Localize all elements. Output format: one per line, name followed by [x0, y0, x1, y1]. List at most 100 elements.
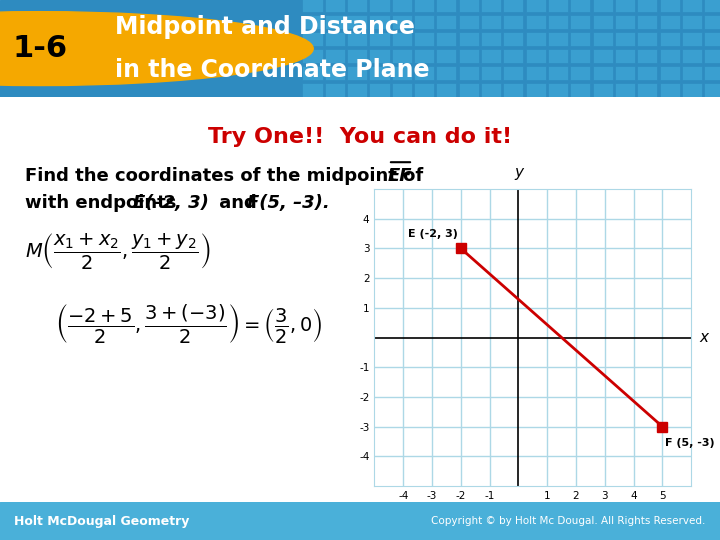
Bar	[593, 49, 613, 63]
Bar	[414, 15, 434, 29]
Bar	[704, 49, 720, 63]
Bar	[526, 83, 546, 97]
Bar	[436, 15, 456, 29]
Bar	[369, 15, 390, 29]
Bar	[637, 83, 657, 97]
Bar	[302, 66, 323, 80]
Bar	[548, 0, 568, 12]
Text: with endpoints: with endpoints	[25, 194, 183, 212]
Bar	[414, 66, 434, 80]
Bar	[436, 49, 456, 63]
Bar	[347, 0, 367, 12]
Bar	[347, 31, 367, 46]
Bar	[481, 0, 501, 12]
Text: $\left(\dfrac{-2+5}{2},\dfrac{3+(-3)}{2}\right)=\left(\dfrac{3}{2},0\right)$: $\left(\dfrac{-2+5}{2},\dfrac{3+(-3)}{2}…	[55, 302, 323, 345]
Bar	[593, 0, 613, 12]
Bar	[570, 66, 590, 80]
Text: x: x	[700, 330, 708, 345]
Bar	[503, 66, 523, 80]
Bar	[459, 49, 479, 63]
Bar	[503, 31, 523, 46]
Circle shape	[0, 12, 313, 85]
Text: Midpoint and Distance: Midpoint and Distance	[115, 15, 415, 39]
Bar	[325, 31, 345, 46]
Bar	[682, 31, 702, 46]
Text: Try One!!  You can do it!: Try One!! You can do it!	[208, 127, 512, 147]
Bar	[436, 83, 456, 97]
Bar	[347, 83, 367, 97]
Bar	[526, 49, 546, 63]
Bar	[302, 83, 323, 97]
Bar	[459, 31, 479, 46]
Text: Find the coordinates of the midpoint of: Find the coordinates of the midpoint of	[25, 167, 430, 185]
Bar	[459, 15, 479, 29]
Bar	[414, 83, 434, 97]
Bar	[637, 31, 657, 46]
Bar	[704, 31, 720, 46]
Bar	[347, 66, 367, 80]
Bar	[392, 83, 412, 97]
Bar	[392, 49, 412, 63]
Bar	[682, 15, 702, 29]
Bar	[615, 83, 635, 97]
Bar	[548, 49, 568, 63]
Bar	[637, 15, 657, 29]
Text: and: and	[213, 194, 263, 212]
Bar	[503, 15, 523, 29]
Bar	[704, 15, 720, 29]
Text: Holt McDougal Geometry: Holt McDougal Geometry	[14, 515, 190, 528]
Bar	[526, 31, 546, 46]
Bar	[526, 0, 546, 12]
Bar	[436, 66, 456, 80]
Bar	[593, 66, 613, 80]
Bar	[459, 66, 479, 80]
Text: F (5, -3): F (5, -3)	[665, 438, 715, 449]
Text: in the Coordinate Plane: in the Coordinate Plane	[115, 58, 430, 82]
Bar	[302, 15, 323, 29]
Bar	[325, 0, 345, 12]
Bar	[325, 66, 345, 80]
Bar	[481, 15, 501, 29]
Bar	[369, 31, 390, 46]
Bar	[570, 49, 590, 63]
Bar	[615, 15, 635, 29]
Bar	[548, 31, 568, 46]
Bar	[392, 31, 412, 46]
Bar	[503, 49, 523, 63]
Bar	[369, 83, 390, 97]
Bar	[369, 66, 390, 80]
Bar	[414, 31, 434, 46]
Bar	[347, 15, 367, 29]
Text: Copyright © by Holt Mc Dougal. All Rights Reserved.: Copyright © by Holt Mc Dougal. All Right…	[431, 516, 706, 526]
Bar	[302, 0, 323, 12]
Bar	[302, 31, 323, 46]
Bar	[414, 0, 434, 12]
Bar	[392, 0, 412, 12]
Bar	[704, 66, 720, 80]
Text: 1-6: 1-6	[12, 34, 67, 63]
Bar	[481, 66, 501, 80]
Bar	[503, 0, 523, 12]
Bar	[436, 0, 456, 12]
Text: y: y	[514, 165, 523, 180]
Bar	[369, 49, 390, 63]
Bar	[660, 15, 680, 29]
Bar	[637, 66, 657, 80]
Text: E (-2, 3): E (-2, 3)	[408, 230, 458, 240]
Bar	[392, 15, 412, 29]
Bar	[325, 83, 345, 97]
Bar	[660, 83, 680, 97]
Text: E(–2, 3): E(–2, 3)	[133, 194, 209, 212]
Bar	[660, 49, 680, 63]
Bar	[570, 31, 590, 46]
Bar	[302, 49, 323, 63]
Bar	[325, 15, 345, 29]
Bar	[570, 0, 590, 12]
Bar	[615, 66, 635, 80]
Bar	[704, 83, 720, 97]
Bar	[347, 49, 367, 63]
Bar	[615, 49, 635, 63]
Bar	[414, 49, 434, 63]
Bar	[570, 83, 590, 97]
Bar	[503, 83, 523, 97]
